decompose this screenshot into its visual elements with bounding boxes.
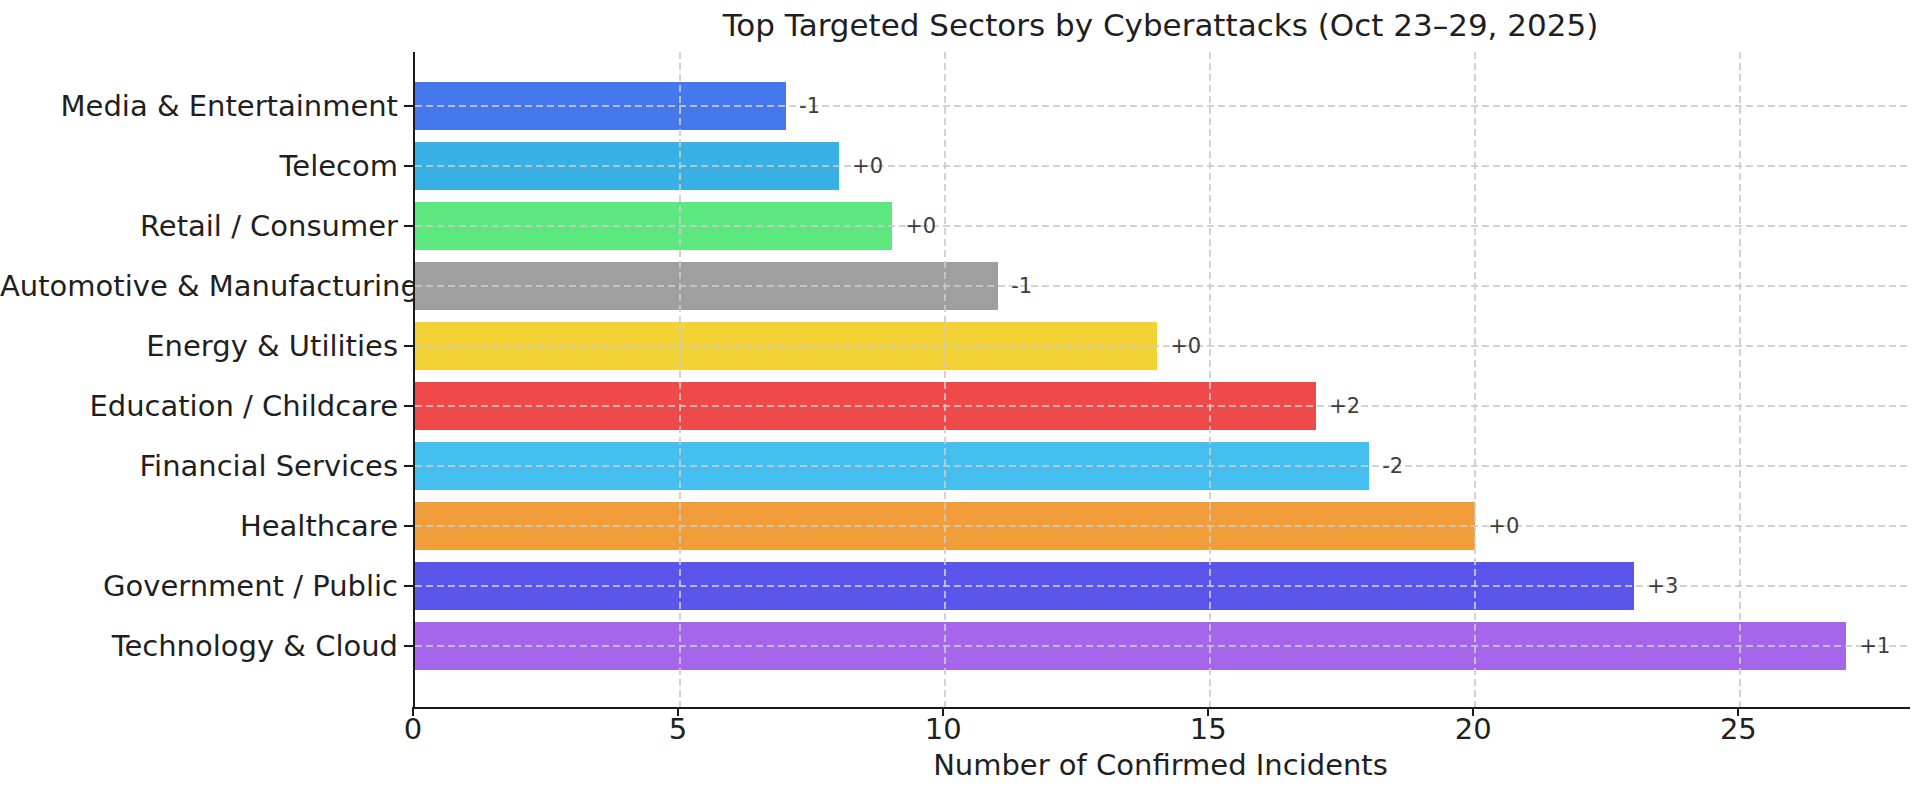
x-tick-label: 0 <box>368 712 458 746</box>
y-tick-label: Energy & Utilities <box>0 328 398 364</box>
x-tick-label: 10 <box>898 712 988 746</box>
chart-title: Top Targeted Sectors by Cyberattacks (Oc… <box>413 6 1908 44</box>
grid-line-horizontal <box>415 525 1910 527</box>
grid-line-horizontal <box>415 165 1910 167</box>
grid-line-horizontal <box>415 405 1910 407</box>
bar-annotation: -1 <box>1011 272 1032 300</box>
plot-area: -1 +0 +0 -1 +0 +2 -2 +0 +3 +1 <box>413 52 1910 709</box>
bar-annotation: +2 <box>1329 392 1360 420</box>
y-tick-label: Healthcare <box>0 508 398 544</box>
bar-annotation: +0 <box>1488 512 1519 540</box>
y-tick-mark <box>404 645 413 647</box>
x-tick-label: 25 <box>1693 712 1783 746</box>
x-axis-label: Number of Confirmed Incidents <box>413 747 1908 783</box>
bar-annotation: -1 <box>799 92 820 120</box>
y-tick-mark <box>404 465 413 467</box>
grid-line-vertical <box>1209 52 1211 707</box>
grid-line-horizontal <box>415 105 1910 107</box>
grid-line-horizontal <box>415 585 1910 587</box>
y-tick-label: Telecom <box>0 148 398 184</box>
y-tick-mark <box>404 405 413 407</box>
y-tick-label: Financial Services <box>0 448 398 484</box>
bar-annotation: -2 <box>1382 452 1403 480</box>
y-tick-label: Media & Entertainment <box>0 88 398 124</box>
grid-line-vertical <box>1739 52 1741 707</box>
x-tick-label: 5 <box>633 712 723 746</box>
grid-line-horizontal <box>415 285 1910 287</box>
bar-chart-figure: Top Targeted Sectors by Cyberattacks (Oc… <box>0 0 1920 791</box>
y-tick-label: Technology & Cloud <box>0 628 398 664</box>
y-tick-label: Retail / Consumer <box>0 208 398 244</box>
grid-line-vertical <box>944 52 946 707</box>
bar-annotation: +3 <box>1647 572 1678 600</box>
y-tick-label: Automotive & Manufacturing <box>0 268 398 304</box>
x-tick-label: 20 <box>1428 712 1518 746</box>
grid-line-vertical <box>1474 52 1476 707</box>
bar-annotation: +0 <box>852 152 883 180</box>
grid-line-horizontal <box>415 345 1910 347</box>
y-tick-mark <box>404 105 413 107</box>
bar-annotation: +0 <box>905 212 936 240</box>
grid-line-horizontal <box>415 225 1910 227</box>
grid-line-vertical <box>679 52 681 707</box>
bar-annotation: +1 <box>1859 632 1890 660</box>
y-tick-mark <box>404 225 413 227</box>
y-tick-label: Education / Childcare <box>0 388 398 424</box>
y-tick-mark <box>404 345 413 347</box>
y-tick-mark <box>404 525 413 527</box>
y-tick-mark <box>404 165 413 167</box>
x-tick-label: 15 <box>1163 712 1253 746</box>
bar-annotation: +0 <box>1170 332 1201 360</box>
y-tick-label: Government / Public <box>0 568 398 604</box>
grid-line-horizontal <box>415 645 1910 647</box>
grid-line-horizontal <box>415 465 1910 467</box>
y-tick-mark <box>404 585 413 587</box>
